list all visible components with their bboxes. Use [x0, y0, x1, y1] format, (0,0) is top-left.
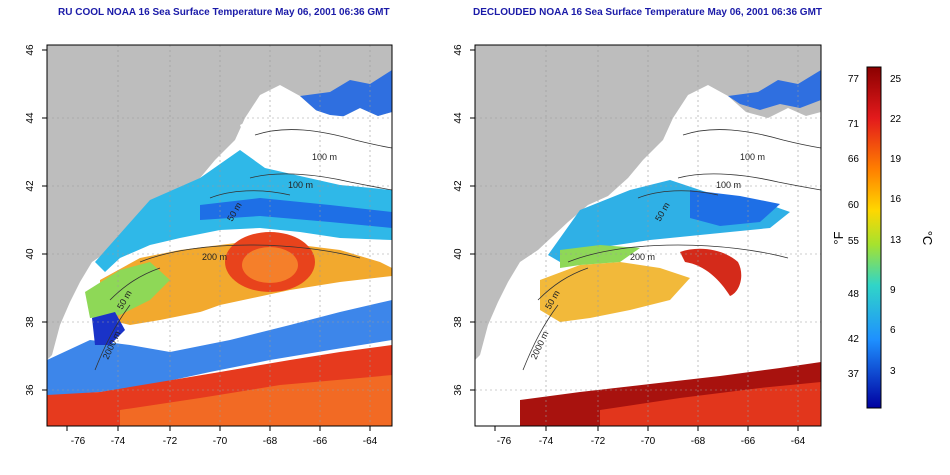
- colorbar-fahrenheit-label: °F: [831, 231, 846, 244]
- right-x-tick-7: -64: [791, 436, 806, 447]
- right-y-tick-2: 44: [453, 112, 464, 124]
- left-panel-title: RU COOL NOAA 16 Sea Surface Temperature …: [58, 7, 390, 18]
- colorbar-celsius-label: °C: [920, 231, 935, 246]
- colorbar-c-tick-3: 19: [890, 154, 902, 165]
- right-green-band: [560, 245, 640, 268]
- left-contour-label-2: 100 m: [288, 180, 313, 190]
- colorbar-c-tick-4: 16: [890, 194, 902, 205]
- right-y-tick-5: 38: [453, 316, 464, 328]
- right-map: 100 m 100 m 50 m 200 m 50 m 2000 m: [475, 45, 821, 426]
- colorbar-gradient: [866, 66, 882, 409]
- left-x-tick-5: -68: [263, 436, 278, 447]
- right-x-tick-2: -74: [539, 436, 554, 447]
- right-warm-ring: [680, 248, 742, 296]
- left-y-tick-5: 38: [25, 316, 36, 328]
- right-contour-label-4: 200 m: [630, 252, 655, 262]
- right-grid: [475, 45, 821, 426]
- left-y-tick-2: 44: [25, 112, 36, 124]
- right-y-tick-6: 36: [453, 384, 464, 396]
- left-contour-label-1: 100 m: [312, 152, 337, 162]
- colorbar-f-tick-8: 37: [848, 369, 860, 380]
- colorbar-f-tick-7: 42: [848, 334, 860, 345]
- colorbar-f-tick-4: 60: [848, 200, 860, 211]
- right-y-tick-4: 40: [453, 248, 464, 260]
- right-contours: [522, 129, 821, 371]
- left-grid: [47, 45, 392, 426]
- colorbar-c-tick-2: 22: [890, 114, 902, 125]
- colorbar-c-tick-1: 25: [890, 74, 902, 85]
- left-x-tick-7: -64: [363, 436, 378, 447]
- right-blue-patch: [690, 190, 780, 226]
- left-gom-white: [240, 105, 392, 195]
- colorbar-c-tick-8: 3: [890, 366, 896, 377]
- left-axis-ticks: [42, 49, 371, 431]
- colorbar-f-tick-6: 48: [848, 289, 860, 300]
- colorbar-c-tick-6: 9: [890, 285, 896, 296]
- right-x-tick-3: -72: [591, 436, 606, 447]
- colorbar-f-tick-2: 71: [848, 119, 860, 130]
- left-x-tick-4: -70: [213, 436, 228, 447]
- left-south-orange: [120, 375, 392, 426]
- colorbar-f-tick-5: 55: [848, 236, 860, 247]
- left-x-tick-3: -72: [163, 436, 178, 447]
- colorbar-c-tick-5: 13: [890, 235, 902, 246]
- left-cloud-band: [130, 276, 392, 360]
- colorbar-f-tick-1: 77: [848, 74, 860, 85]
- left-x-tick-2: -74: [111, 436, 126, 447]
- left-map: 100 m 100 m 50 m 200 m 50 m 2000 m: [47, 45, 392, 426]
- colorbar-f-tick-3: 66: [848, 154, 860, 165]
- left-y-tick-6: 36: [25, 384, 36, 396]
- left-x-tick-6: -66: [313, 436, 328, 447]
- right-south-red: [600, 382, 821, 426]
- left-blue-north: [300, 70, 392, 118]
- right-contour-label-1: 100 m: [740, 152, 765, 162]
- left-y-tick-1: 46: [25, 44, 36, 56]
- left-contours: [94, 129, 392, 371]
- left-y-tick-4: 40: [25, 248, 36, 260]
- right-x-tick-6: -66: [741, 436, 756, 447]
- right-x-tick-4: -70: [641, 436, 656, 447]
- left-green-band: [85, 262, 170, 318]
- left-land: [47, 45, 392, 360]
- left-y-tick-3: 42: [25, 180, 36, 192]
- right-x-tick-1: -76: [497, 436, 512, 447]
- left-contour-label-4: 200 m: [202, 252, 227, 262]
- right-y-tick-3: 42: [453, 180, 464, 192]
- right-warm-slope: [540, 262, 690, 322]
- left-blue-bands: [200, 198, 392, 228]
- right-panel-title: DECLOUDED NOAA 16 Sea Surface Temperatur…: [473, 7, 823, 18]
- colorbar-c-tick-7: 6: [890, 325, 896, 336]
- left-coastal-blue: [92, 312, 125, 345]
- right-contour-label-2: 100 m: [716, 180, 741, 190]
- left-south-mixed: [47, 300, 392, 395]
- right-axis-ticks: [470, 49, 799, 431]
- right-land: [475, 45, 821, 360]
- right-x-tick-5: -68: [691, 436, 706, 447]
- right-y-tick-1: 46: [453, 44, 464, 56]
- left-x-tick-1: -76: [71, 436, 86, 447]
